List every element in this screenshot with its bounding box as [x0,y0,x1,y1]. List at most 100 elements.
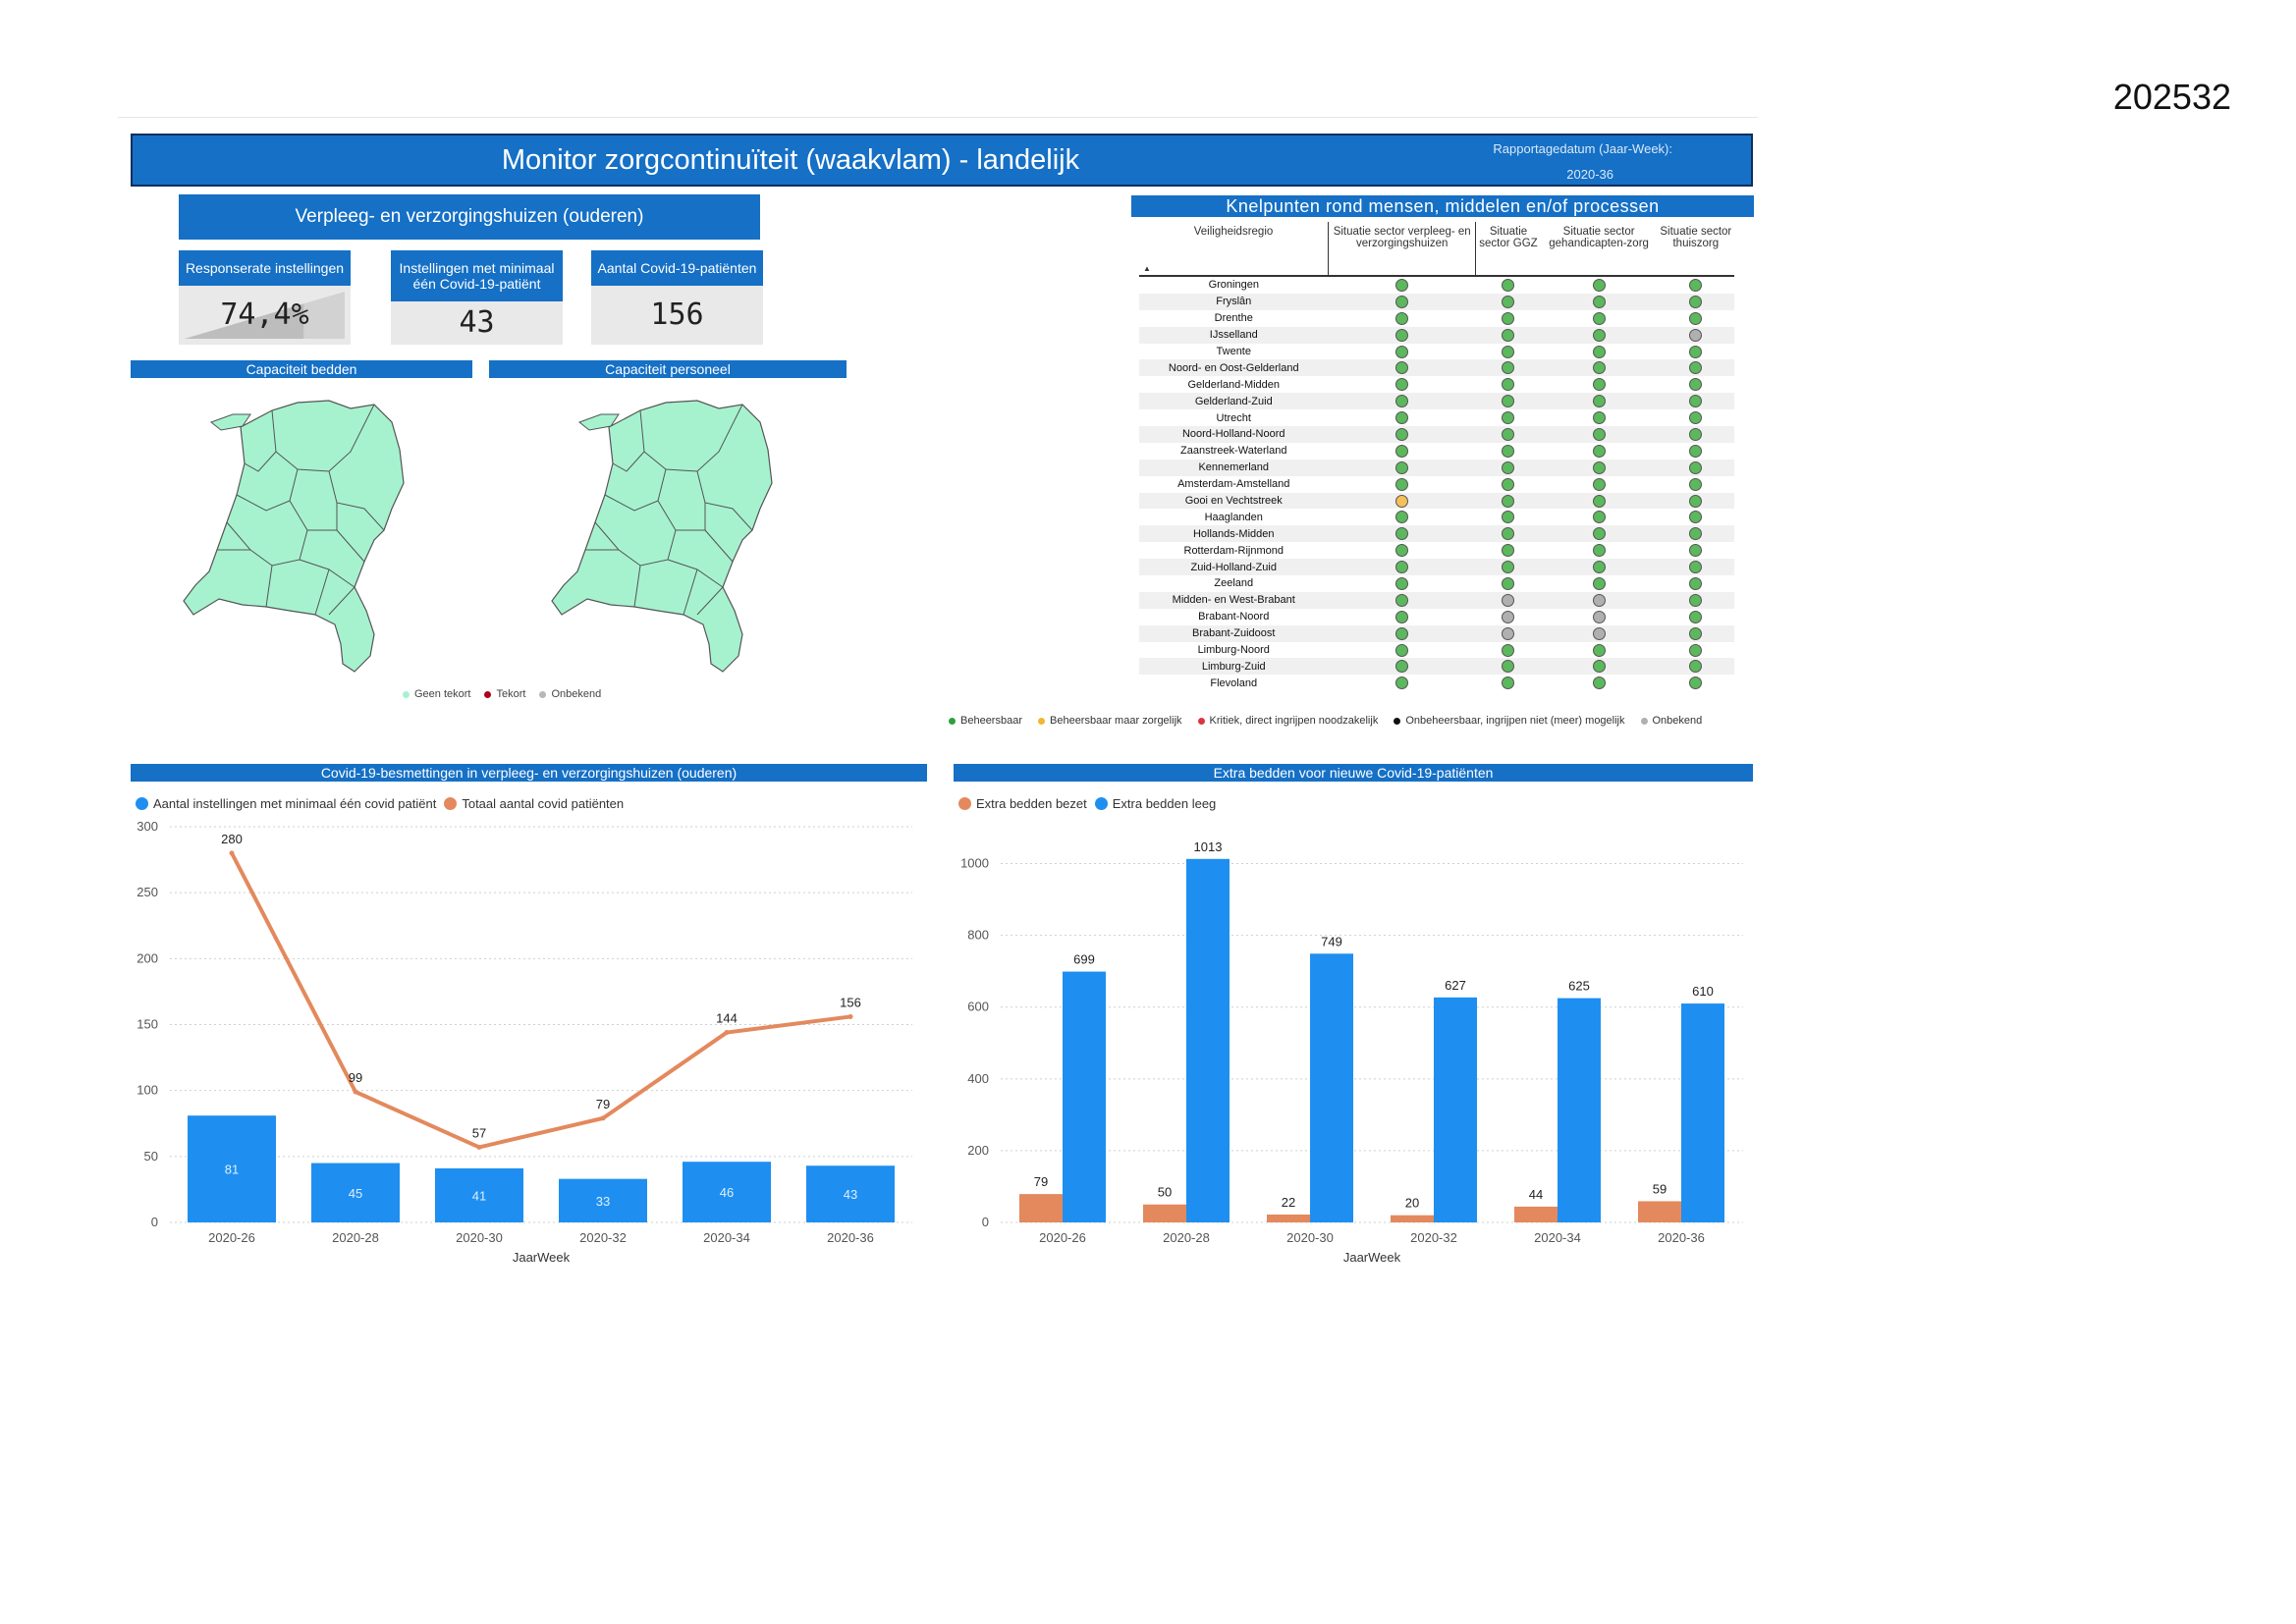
region-border[interactable] [328,470,385,531]
table-row[interactable]: Noord-Holland-Noord [1139,426,1734,443]
column-header-thuiszorg[interactable]: Situatie sector thuiszorg [1657,222,1734,277]
table-row[interactable]: Twente [1139,344,1734,360]
bar[interactable] [311,1163,400,1222]
chart-legend-item[interactable]: Totaal aantal covid patiënten [444,796,624,811]
status-cell [1329,310,1476,327]
region-border[interactable] [683,568,698,616]
region-border[interactable] [696,586,724,616]
bar[interactable] [1638,1201,1681,1222]
bar[interactable] [1267,1214,1310,1222]
status-cell [1657,658,1734,676]
status-cell [1475,591,1541,609]
kpi-response-rate-label: Responserate instellingen [179,250,351,286]
table-row[interactable]: Rotterdam-Rijnmond [1139,542,1734,559]
table-row[interactable]: Fryslân [1139,293,1734,310]
region-border[interactable] [289,500,338,531]
region-border[interactable] [696,470,753,531]
region-border[interactable] [633,565,641,608]
bar[interactable] [1391,1215,1434,1222]
table-row[interactable]: Zuid-Holland-Zuid [1139,559,1734,576]
table-row[interactable]: Hollands-Midden [1139,525,1734,543]
chart-legend-item[interactable]: Extra bedden bezet [958,796,1087,811]
region-border[interactable] [704,529,734,563]
series-line[interactable] [230,851,851,1150]
column-header-ggz[interactable]: Situatie sector GGZ [1475,222,1541,277]
table-row[interactable]: Zeeland [1139,575,1734,592]
bar[interactable] [683,1162,771,1222]
table-row[interactable]: Utrecht [1139,409,1734,426]
column-header-vvt[interactable]: Situatie sector verpleeg- en verzorgings… [1328,222,1477,277]
region-border[interactable] [236,468,299,512]
chart-infections[interactable]: 0 50 100 150 200 250 300 2020-26 81 2020-28 45 2020… [131,820,927,1272]
kpi-response-rate-card[interactable]: 74,4% [179,286,351,345]
table-row[interactable]: Brabant-Noord [1139,609,1734,625]
region-border[interactable] [612,451,645,472]
line-point[interactable] [724,1030,730,1036]
table-row[interactable]: IJsselland [1139,326,1734,344]
bar[interactable] [1514,1206,1558,1222]
bar[interactable] [1186,858,1230,1222]
table-row[interactable]: Drenthe [1139,310,1734,327]
column-header-gehandicaptenzorg[interactable]: Situatie sector gehandicapten-zorg [1540,222,1658,277]
kpi-institutions-value[interactable]: 43 [391,301,563,345]
bar[interactable] [806,1165,895,1222]
table-row[interactable]: Gelderland-Midden [1139,376,1734,393]
column-header-region[interactable]: Veiligheidsregio ▲ [1139,222,1329,277]
table-row[interactable]: Kennemerland [1139,459,1734,476]
bar[interactable] [1019,1194,1063,1222]
region-border[interactable] [265,565,273,608]
knelpunten-table: Veiligheidsregio ▲ Situatie sector verpl… [1139,222,1734,691]
table-row[interactable]: Brabant-Zuidoost [1139,624,1734,642]
status-legend-item: Kritiek, direct ingrijpen noodzakelijk [1197,715,1378,727]
table-row[interactable]: Gelderland-Zuid [1139,393,1734,410]
status-cell [1657,525,1734,543]
region-border[interactable] [328,586,355,616]
bar[interactable] [1143,1204,1186,1222]
bar[interactable] [435,1167,523,1222]
table-row[interactable]: Haaglanden [1139,509,1734,525]
x-axis-label: JaarWeek [513,1250,571,1265]
chart-extra-beds[interactable]: 0 200 400 600 800 1000 2020-26 79 699 2020-28 50 10… [954,820,1753,1272]
table-row[interactable]: Flevoland [1139,675,1734,691]
bar[interactable] [1310,953,1353,1222]
region-border[interactable] [639,404,743,472]
y-tick-label: 100 [137,1083,158,1098]
region-border[interactable] [336,529,365,563]
status-dot-icon [1502,593,1515,607]
map-beds[interactable] [182,393,427,682]
table-row[interactable]: Zaanstreek-Waterland [1139,443,1734,460]
region-border[interactable] [314,568,330,616]
kpi-patients-value[interactable]: 156 [591,286,763,345]
chart-legend-item[interactable]: Aantal instellingen met minimaal één cov… [136,796,436,811]
region-border[interactable] [657,500,706,531]
line-point[interactable] [229,850,235,856]
bar[interactable] [559,1178,647,1222]
region-border[interactable] [244,451,277,472]
line-point[interactable] [476,1144,482,1150]
table-row[interactable]: Midden- en West-Brabant [1139,591,1734,609]
line-point[interactable] [353,1089,358,1095]
status-cell [1476,344,1541,360]
table-row[interactable]: Amsterdam-Amstelland [1139,476,1734,493]
table-row[interactable]: Groningen [1139,276,1734,294]
bar[interactable] [188,1115,276,1222]
bar[interactable] [1558,998,1601,1222]
x-axis-label: JaarWeek [1343,1250,1401,1265]
table-row[interactable]: Limburg-Noord [1139,642,1734,659]
status-dot-icon [1395,345,1409,358]
region-border[interactable] [271,404,375,472]
line-point[interactable] [847,1013,853,1019]
bar[interactable] [1434,997,1477,1222]
line-point[interactable] [600,1115,606,1121]
sort-ascending-icon[interactable]: ▲ [1143,264,1151,273]
table-row[interactable]: Limburg-Zuid [1139,658,1734,676]
table-row[interactable]: Noord- en Oost-Gelderland [1139,359,1734,377]
chart-legend-item[interactable]: Extra bedden leeg [1094,796,1216,811]
status-cell [1476,476,1541,493]
status-dot-icon [1502,576,1515,590]
bar[interactable] [1063,971,1106,1222]
bar[interactable] [1681,1003,1724,1222]
region-border[interactable] [604,468,667,512]
map-staff[interactable] [550,393,795,682]
table-row[interactable]: Gooi en Vechtstreek [1139,492,1734,510]
